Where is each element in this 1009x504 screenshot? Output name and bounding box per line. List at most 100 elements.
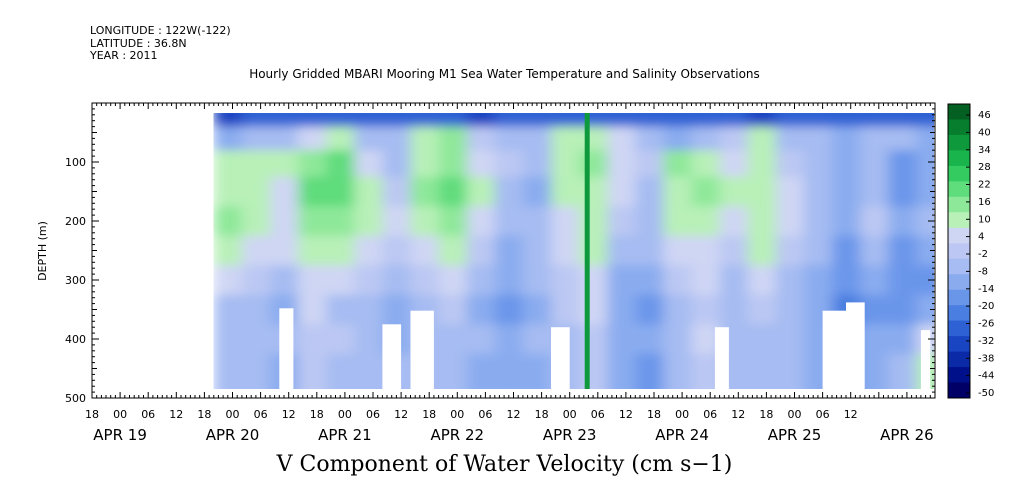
heatmap-cell: [691, 126, 721, 151]
heatmap-cell: [354, 176, 384, 208]
heatmap-cell: [635, 235, 665, 267]
heatmap-cell: [832, 206, 861, 237]
heatmap-cell: [551, 235, 580, 267]
heatmap-cell: [916, 294, 934, 326]
colorbar-label: 4: [978, 232, 984, 243]
x-hour-label: 18: [422, 408, 436, 421]
heatmap-cell: [438, 353, 468, 389]
heatmap-cell: [298, 126, 327, 151]
heatmap-cell: [326, 150, 356, 178]
y-tick-label: 300: [65, 274, 86, 287]
heatmap-cell: [494, 113, 524, 128]
heatmap-cell: [775, 113, 805, 128]
heatmap-cell: [522, 176, 552, 208]
heatmap-cell: [213, 265, 243, 296]
heatmap-cell: [775, 206, 805, 237]
heatmap-cell: [382, 235, 412, 267]
heatmap-cell: [298, 265, 327, 296]
heatmap-cell: [916, 126, 934, 151]
heatmap-cell: [607, 176, 637, 208]
heatmap-cell: [832, 235, 861, 267]
heatmap-cell: [551, 294, 580, 326]
heatmap-cell: [213, 150, 243, 178]
heatmap-cell: [888, 294, 918, 326]
heatmap-cell: [719, 235, 749, 267]
heatmap-cell: [747, 235, 777, 267]
heatmap-cell: [522, 235, 552, 267]
y-tick-label: 500: [65, 392, 86, 405]
colorbar-swatch: [948, 351, 970, 368]
heatmap-cell: [494, 294, 524, 326]
colorbar-swatch: [948, 305, 970, 322]
heatmap-cell: [270, 176, 299, 208]
heatmap-cell: [691, 113, 721, 128]
heatmap-cell: [298, 324, 327, 355]
heatmap-cell: [241, 113, 271, 128]
heatmap-cell: [298, 113, 327, 128]
heatmap-cell: [888, 353, 918, 389]
heatmap-cell: [775, 294, 805, 326]
colorbar-swatch: [948, 382, 970, 399]
colorbar-label: -2: [978, 249, 988, 260]
x-day-label: APR 25: [768, 426, 822, 444]
heatmap-cell: [241, 265, 271, 296]
missing-data-gap: [714, 327, 729, 389]
heatmap-cell: [410, 113, 440, 128]
heatmap-cell: [241, 206, 271, 237]
heatmap-cell: [354, 150, 384, 178]
colorbar-label: 22: [978, 180, 991, 191]
heatmap-cell: [354, 294, 384, 326]
heatmap-cell: [663, 235, 693, 267]
heatmap-cell: [747, 324, 777, 355]
heatmap-cell: [551, 176, 580, 208]
x-hour-label: 06: [141, 408, 155, 421]
heatmap-cell: [888, 176, 918, 208]
heatmap-cell: [466, 150, 496, 178]
heatmap-cell: [607, 324, 637, 355]
heatmap-cell: [494, 235, 524, 267]
heatmap-cell: [579, 176, 608, 208]
colorbar-swatch: [948, 258, 970, 275]
heatmap-cell: [803, 150, 833, 178]
heatmap-cell: [494, 126, 524, 151]
x-hour-label: 18: [85, 408, 99, 421]
heatmap-cell: [635, 126, 665, 151]
x-hour-label: 06: [366, 408, 380, 421]
heatmap-cell: [298, 206, 327, 237]
heatmap-cell: [719, 126, 749, 151]
missing-data-gap: [410, 310, 434, 389]
heatmap-cell: [354, 126, 384, 151]
heatmap-cell: [382, 265, 412, 296]
x-hour-label: 18: [759, 408, 773, 421]
heatmap-field: [213, 113, 934, 389]
heatmap-cell: [270, 206, 299, 237]
heatmap-cell: [775, 150, 805, 178]
x-hour-label: 06: [591, 408, 605, 421]
colorbar-label: -20: [978, 301, 994, 312]
heatmap-cell: [775, 353, 805, 389]
colorbar-label: -32: [978, 336, 994, 347]
colorbar-label: -14: [978, 284, 994, 295]
heatmap-cell: [522, 265, 552, 296]
heatmap-cell: [747, 294, 777, 326]
heatmap-cell: [579, 235, 608, 267]
heatmap-cell: [466, 206, 496, 237]
missing-data-regions: [279, 302, 959, 390]
colorbar-swatch: [948, 274, 970, 291]
heatmap-cell: [584, 113, 590, 389]
colorbar-swatch: [948, 150, 970, 167]
x-hour-label: 12: [169, 408, 183, 421]
heatmap-cell: [691, 265, 721, 296]
colorbar-swatch: [948, 289, 970, 306]
heatmap-cell: [607, 113, 637, 128]
heatmap-cell: [635, 206, 665, 237]
heatmap-cell: [326, 126, 356, 151]
heatmap-cell: [860, 150, 889, 178]
heatmap-cell: [410, 176, 440, 208]
heatmap-cell: [719, 294, 749, 326]
heatmap-cell: [466, 126, 496, 151]
heatmap-cell: [326, 235, 356, 267]
heatmap-cell: [438, 126, 468, 151]
heatmap-cell: [494, 150, 524, 178]
heatmap-cell: [410, 150, 440, 178]
